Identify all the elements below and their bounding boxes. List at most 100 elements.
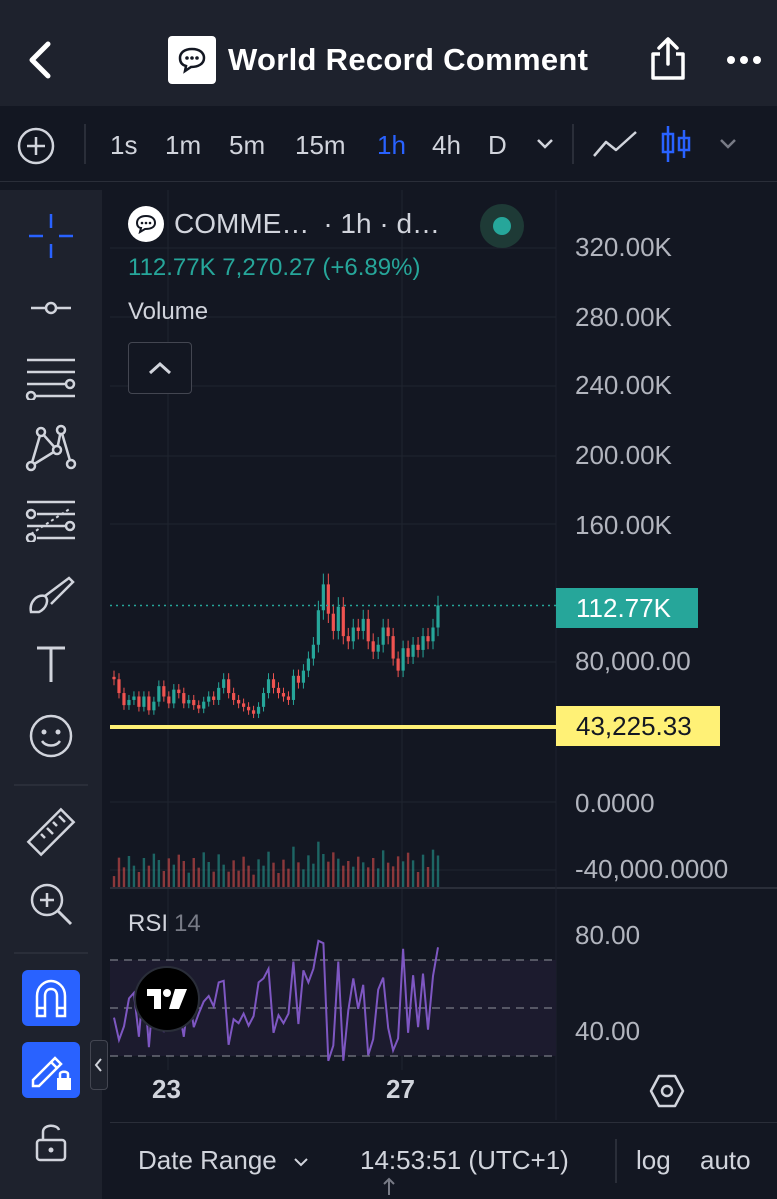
volume-label[interactable]: Volume	[128, 298, 209, 325]
ruler-icon[interactable]	[22, 804, 80, 860]
log-scale-toggle[interactable]: log	[636, 1145, 671, 1175]
emoji-icon[interactable]	[22, 708, 80, 764]
volume-bar	[312, 863, 315, 887]
candle-body	[232, 693, 236, 700]
volume-bar	[127, 856, 131, 887]
volume-bar	[262, 865, 265, 887]
volume-bar	[436, 855, 440, 887]
interval-4h[interactable]: 4h	[432, 130, 461, 160]
interval-15m[interactable]: 15m	[295, 130, 346, 160]
rsi-axis-label: 40.00	[575, 1016, 641, 1046]
volume-bar	[297, 862, 300, 887]
chevron-down-icon[interactable]	[718, 136, 738, 150]
toolbar-divider	[14, 952, 88, 954]
volume-bar	[122, 867, 126, 887]
candle-body	[421, 636, 425, 650]
candle-body	[142, 696, 146, 707]
volume-bar	[232, 860, 235, 887]
volume-bar	[426, 867, 430, 887]
interval-d[interactable]: D	[488, 130, 507, 160]
zoom-in-icon[interactable]	[22, 876, 80, 932]
market-status-dot[interactable]	[480, 204, 524, 248]
candle-body	[346, 636, 350, 642]
series-legend[interactable]: COMME… · 1h · d…	[128, 206, 440, 242]
text-tool-icon[interactable]	[22, 636, 80, 692]
volume-bar	[376, 868, 380, 887]
volume-bar	[187, 872, 190, 887]
rsi-legend[interactable]: RSI 14	[128, 910, 201, 938]
candle-body	[381, 627, 385, 645]
horizontal-line-price-tag[interactable]: 43,225.33	[556, 706, 720, 746]
rsi-length: 14	[174, 910, 201, 937]
candle-body	[152, 701, 156, 711]
volume-bar	[332, 852, 335, 887]
trend-line-icon[interactable]	[22, 280, 80, 336]
volume-bar	[217, 854, 220, 887]
magnet-icon[interactable]	[22, 970, 80, 1026]
chart-pane[interactable]	[110, 190, 777, 1120]
add-indicator-icon[interactable]	[16, 126, 56, 166]
candle-body	[256, 706, 261, 714]
candle-body	[321, 584, 325, 611]
pattern-tool-icon[interactable]	[22, 420, 80, 476]
volume-bar	[367, 867, 370, 887]
candlestick-icon[interactable]	[660, 124, 692, 164]
candle-body	[361, 618, 365, 631]
volume-bar	[401, 861, 405, 887]
date-range-button[interactable]: Date Range	[138, 1145, 310, 1176]
volume-bar	[237, 870, 240, 887]
symbol-title[interactable]: World Record Comment	[168, 36, 588, 84]
volume-bar	[277, 873, 280, 887]
volume-bar	[416, 872, 420, 887]
collapse-toolbar-button[interactable]	[90, 1040, 108, 1090]
volume-bar	[431, 849, 435, 887]
candle-body	[301, 670, 306, 683]
auto-scale-toggle[interactable]: auto	[700, 1145, 751, 1175]
interval-1m[interactable]: 1m	[165, 130, 202, 160]
legend-symbol: COMME…	[174, 208, 310, 239]
candle-body	[147, 696, 151, 711]
volume-bar	[167, 858, 171, 887]
volume-bar	[247, 865, 250, 887]
interval-5m[interactable]: 5m	[229, 130, 266, 160]
volume-bar	[197, 867, 200, 887]
candle-body	[391, 636, 395, 659]
candle-body	[187, 699, 191, 704]
candle-body	[246, 706, 251, 711]
chevron-down-icon[interactable]	[535, 136, 555, 150]
volume-bar	[317, 841, 320, 887]
candle-body	[192, 699, 196, 706]
more-horizontal-icon[interactable]	[724, 50, 764, 70]
collapse-legend-button[interactable]	[128, 342, 192, 394]
volume-bar	[287, 868, 290, 887]
fib-retracement-icon[interactable]	[22, 350, 80, 406]
line-chart-icon[interactable]	[592, 128, 638, 160]
crosshair-icon[interactable]	[22, 208, 80, 264]
volume-bar	[267, 851, 270, 887]
brush-icon[interactable]	[22, 568, 80, 624]
volume-bar	[372, 858, 375, 887]
ohlc-values: 112.77K 7,270.27 (+6.89%)	[128, 254, 421, 281]
candle-body	[271, 679, 276, 688]
candle-body	[371, 641, 375, 652]
candle-body	[157, 686, 161, 702]
volume-bar	[322, 854, 325, 887]
forecast-tool-icon[interactable]	[22, 492, 80, 548]
tradingview-logo[interactable]	[134, 966, 200, 1032]
share-icon[interactable]	[648, 36, 688, 82]
lock-drawings-icon[interactable]	[22, 1042, 80, 1098]
volume-bar	[257, 859, 260, 887]
current-price-tag: 112.77K	[556, 588, 698, 628]
volume-bar	[347, 861, 350, 887]
interval-1h[interactable]: 1h	[377, 130, 406, 160]
volume-bar	[386, 862, 390, 887]
settings-hexagon-icon[interactable]	[648, 1072, 686, 1110]
timezone-clock[interactable]: 14:53:51 (UTC+1)	[360, 1145, 569, 1175]
candle-body	[436, 605, 440, 628]
volume-bar	[172, 864, 176, 887]
candle-body	[351, 627, 355, 642]
arrow-up-icon	[381, 1177, 397, 1197]
chevron-left-icon[interactable]	[22, 40, 56, 80]
interval-1s[interactable]: 1s	[110, 130, 138, 160]
unlock-icon[interactable]	[22, 1114, 80, 1170]
